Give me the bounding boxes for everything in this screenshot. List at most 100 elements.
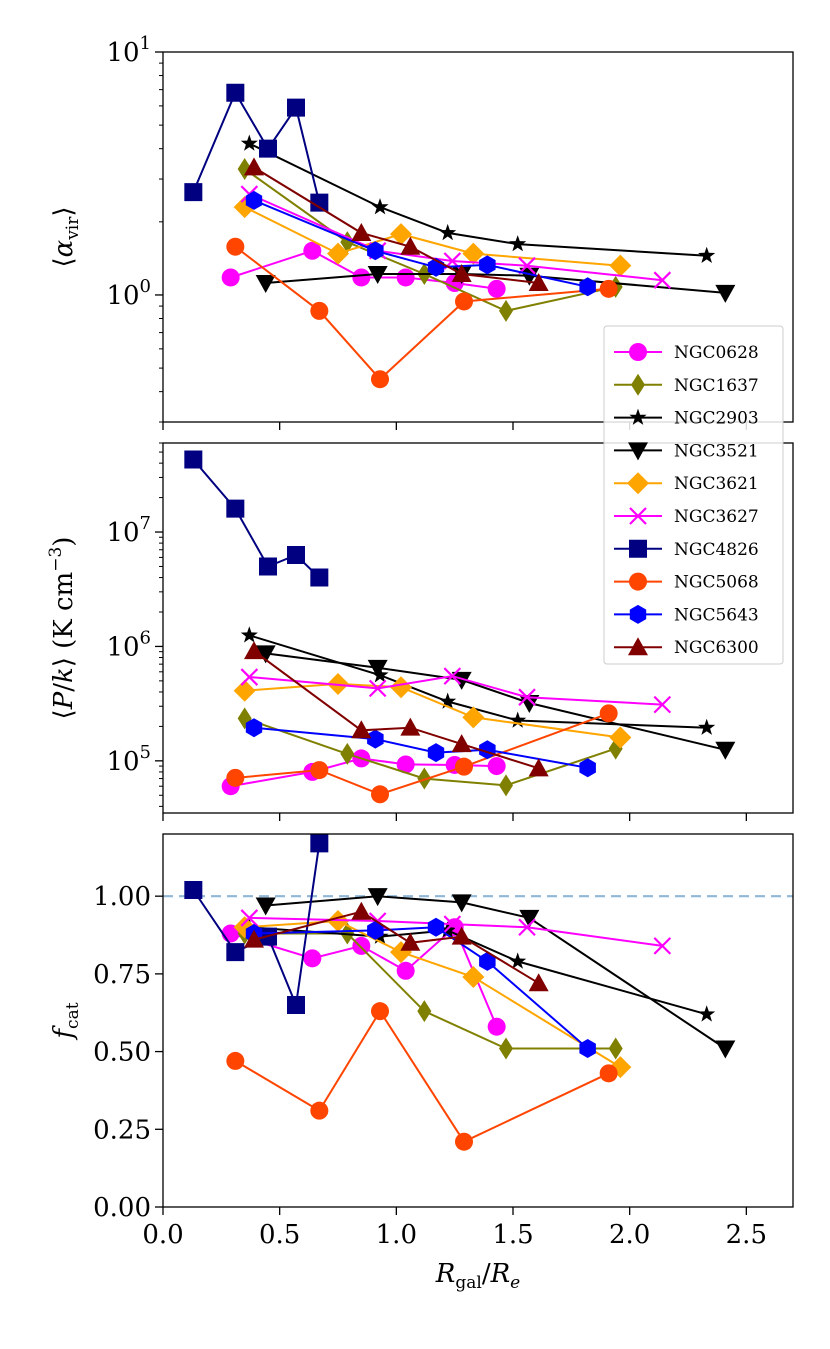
marker-NGC4826 <box>287 98 305 117</box>
marker-NGC3621 <box>390 223 412 246</box>
marker-NGC4826 <box>184 880 203 899</box>
x-tick-label: 1.5 <box>492 1220 533 1250</box>
x-tick-label: 2.0 <box>609 1220 650 1250</box>
legend-marker-NGC3521 <box>628 442 648 461</box>
marker-NGC2903 <box>439 692 457 709</box>
marker-NGC4826 <box>287 545 305 564</box>
legend-label-NGC6300: NGC6300 <box>674 638 759 658</box>
marker-NGC6300 <box>451 926 472 945</box>
marker-NGC5643 <box>245 190 263 210</box>
y-tick-label: 100 <box>106 276 151 311</box>
marker-NGC1637 <box>499 774 513 797</box>
marker-NGC6300 <box>351 222 372 241</box>
marker-NGC2903 <box>439 223 457 241</box>
marker-NGC3521 <box>367 888 388 907</box>
marker-NGC5068 <box>599 704 618 723</box>
marker-NGC3621 <box>462 706 485 729</box>
marker-NGC6300 <box>528 973 549 992</box>
series-group <box>184 834 736 1151</box>
panel-alpha: 100 101 ⟨αvir⟩ <box>49 33 794 430</box>
legend-marker-NGC2903 <box>629 408 647 425</box>
y-axis-label: ⟨P/k⟩ (K cm−3) <box>46 537 79 720</box>
marker-NGC4826 <box>184 450 203 469</box>
marker-NGC5068 <box>310 761 329 780</box>
marker-NGC2903 <box>371 666 389 683</box>
y-axis-label: fcat <box>49 1002 83 1040</box>
series-line-NGC3621 <box>244 919 621 1068</box>
marker-NGC1637 <box>499 1037 513 1060</box>
y-tick-label: 0.25 <box>93 1115 151 1145</box>
y-tick-label: 101 <box>106 33 151 68</box>
marker-NGC3627 <box>518 688 536 706</box>
marker-NGC5643 <box>427 917 445 937</box>
marker-NGC3621 <box>327 242 349 265</box>
x-tick-label: 1.0 <box>376 1220 417 1250</box>
legend-label-NGC0628: NGC0628 <box>674 343 759 363</box>
legend-marker-NGC6300 <box>628 637 648 656</box>
marker-NGC5643 <box>579 1039 596 1058</box>
marker-NGC6300 <box>400 236 421 255</box>
marker-NGC5068 <box>599 279 618 298</box>
y-tick-label: 0.00 <box>93 1193 151 1223</box>
marker-NGC5643 <box>479 740 496 760</box>
marker-NGC5068 <box>371 1002 389 1021</box>
marker-NGC6300 <box>451 734 472 753</box>
marker-NGC5643 <box>579 277 596 297</box>
marker-NGC3521 <box>451 894 472 913</box>
marker-NGC3627 <box>443 915 462 933</box>
legend-marker-NGC1637 <box>631 373 645 396</box>
series-line-NGC5068 <box>234 1009 610 1143</box>
marker-NGC1637 <box>499 299 513 322</box>
legend-marker-NGC3627 <box>629 507 647 525</box>
panel-fcat: 0.00 0.25 0.50 0.75 1.00 fcat <box>49 833 794 1223</box>
marker-NGC2903 <box>371 198 389 215</box>
marker-NGC3521 <box>255 275 276 294</box>
y-tick-label: 1.00 <box>93 882 151 912</box>
marker-NGC4826 <box>259 557 277 576</box>
marker-NGC5643 <box>579 758 596 778</box>
marker-NGC2903 <box>240 626 258 643</box>
marker-NGC3627 <box>240 668 259 686</box>
marker-NGC0628 <box>352 936 371 955</box>
marker-NGC3621 <box>609 254 632 277</box>
series-line-NGC5068 <box>234 245 609 381</box>
marker-NGC3627 <box>653 271 672 289</box>
marker-NGC4826 <box>287 995 305 1014</box>
marker-NGC5643 <box>427 743 445 763</box>
marker-NGC5068 <box>226 1051 245 1070</box>
y-tick-label: 105 <box>106 742 151 777</box>
axes-frame <box>162 833 794 1208</box>
marker-NGC0628 <box>221 268 240 287</box>
marker-NGC2903 <box>509 952 527 969</box>
series-group <box>184 450 736 804</box>
x-tick-label: 2.5 <box>726 1220 767 1250</box>
marker-NGC4826 <box>310 568 329 587</box>
marker-NGC4826 <box>259 139 277 158</box>
x-tick-label: 0.0 <box>142 1220 183 1250</box>
legend-marker-NGC5068 <box>629 572 647 591</box>
marker-NGC0628 <box>487 757 506 776</box>
y-tick-label: 106 <box>106 627 151 662</box>
marker-NGC3627 <box>653 695 672 714</box>
marker-NGC6300 <box>528 758 549 777</box>
marker-NGC3521 <box>367 265 388 284</box>
marker-NGC3521 <box>255 645 276 664</box>
marker-NGC1637 <box>340 742 355 765</box>
marker-NGC0628 <box>303 241 322 260</box>
marker-NGC2903 <box>509 235 527 252</box>
legend-label-NGC3627: NGC3627 <box>674 507 759 527</box>
legend-box <box>603 325 784 665</box>
marker-NGC6300 <box>244 929 264 948</box>
legend-marker-NGC5643 <box>629 604 647 624</box>
marker-NGC2903 <box>509 711 527 728</box>
marker-NGC2903 <box>698 246 716 263</box>
marker-NGC5068 <box>371 785 389 804</box>
legend-label-NGC4826: NGC4826 <box>674 540 759 560</box>
marker-NGC4826 <box>310 834 329 853</box>
legend-label-NGC1637: NGC1637 <box>674 376 759 396</box>
marker-NGC4826 <box>184 183 203 202</box>
y-axis-label: ⟨αvir⟩ <box>49 206 83 267</box>
axes-frame <box>162 442 794 814</box>
marker-NGC0628 <box>396 961 415 980</box>
